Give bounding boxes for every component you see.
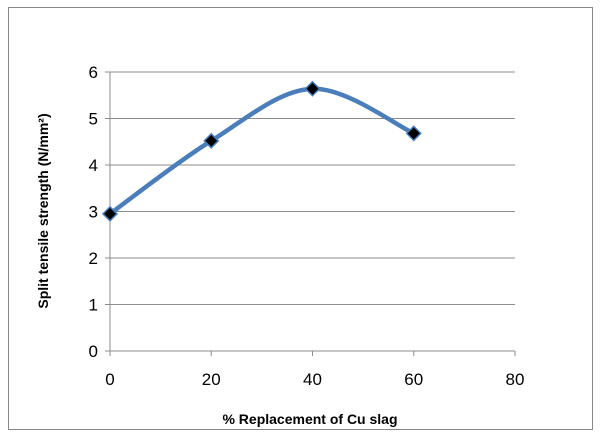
y-tick-label-4: 4 xyxy=(89,156,98,175)
y-axis-title: Split tensile strength (N/mm²) xyxy=(35,113,51,308)
y-tick-label-6: 6 xyxy=(89,63,98,82)
data-point-40 xyxy=(304,80,321,97)
y-tick-label-0: 0 xyxy=(89,342,98,361)
x-tick-label-60: 60 xyxy=(404,370,423,389)
x-tick-labels: 0 20 40 60 80 xyxy=(105,370,524,389)
x-tick-label-80: 80 xyxy=(506,370,525,389)
data-point-60 xyxy=(405,125,422,142)
y-tick-label-2: 2 xyxy=(89,249,98,268)
data-point-20 xyxy=(203,132,220,149)
y-tick-label-3: 3 xyxy=(89,203,98,222)
gridlines xyxy=(110,71,515,305)
axes xyxy=(105,71,516,356)
y-tick-label-1: 1 xyxy=(89,296,98,315)
series-layer xyxy=(107,86,416,217)
y-tick-labels: 0 1 2 3 4 5 6 xyxy=(89,63,98,361)
series-line-0 xyxy=(107,86,416,217)
chart-frame xyxy=(8,7,593,430)
x-axis-title: % Replacement of Cu slag xyxy=(222,411,397,427)
data-point-0 xyxy=(101,205,119,222)
x-tick-label-0: 0 xyxy=(105,370,114,389)
y-tick-label-5: 5 xyxy=(89,110,98,129)
x-tick-label-40: 40 xyxy=(303,370,322,389)
markers-layer xyxy=(101,80,422,222)
x-tick-label-20: 20 xyxy=(202,370,221,389)
